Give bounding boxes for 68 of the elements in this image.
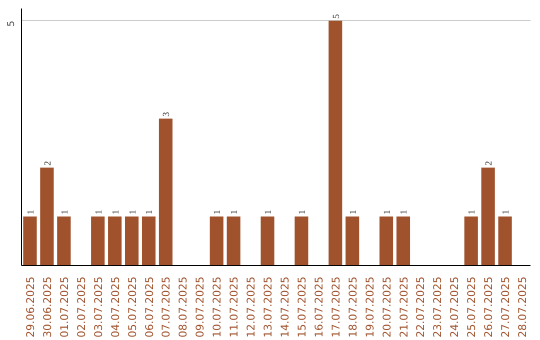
x-tick-label: 13.07.2025	[262, 276, 275, 338]
x-tick-label: 03.07.2025	[92, 276, 105, 338]
data-label: 1	[213, 210, 224, 215]
data-label: 1	[60, 210, 70, 215]
x-tick-label: 18.07.2025	[346, 276, 360, 338]
x-tick-label: 27.07.2025	[499, 276, 512, 338]
bar	[498, 216, 512, 266]
data-label: 1	[264, 210, 274, 215]
x-tick-label: 24.07.2025	[448, 276, 462, 338]
bar	[158, 118, 173, 266]
bar	[260, 216, 274, 266]
x-tick-label: 25.07.2025	[465, 276, 478, 338]
bar	[346, 216, 360, 266]
x-tick-label: 28.07.2025	[516, 276, 530, 338]
x-tick-label: 14.07.2025	[278, 276, 292, 338]
x-tick-label: 05.07.2025	[126, 276, 139, 338]
bar	[396, 216, 410, 266]
x-tick-label: 08.07.2025	[176, 276, 190, 338]
bar	[124, 216, 139, 266]
x-tick-label: 10.07.2025	[210, 276, 224, 338]
bar	[23, 216, 37, 266]
data-label: 3	[162, 112, 172, 117]
bar	[210, 216, 224, 266]
x-tick-label: 01.07.2025	[58, 276, 71, 338]
x-tick-label: 19.07.2025	[363, 276, 376, 338]
data-label: 1	[26, 210, 36, 215]
bar	[481, 168, 495, 266]
data-label: 1	[502, 210, 512, 215]
x-tick-label: 21.07.2025	[397, 276, 410, 338]
data-label: 1	[468, 210, 478, 215]
data-label: 2	[484, 160, 495, 166]
bar	[294, 216, 308, 266]
bar	[91, 216, 105, 266]
x-tick-label: 09.07.2025	[194, 276, 207, 338]
data-label: 1	[298, 210, 308, 215]
x-tick-label: 23.07.2025	[431, 276, 444, 338]
x-tick-label: 16.07.2025	[312, 276, 326, 338]
bar	[57, 216, 71, 266]
data-label: 1	[400, 210, 410, 215]
data-label: 1	[94, 210, 104, 215]
bar	[464, 216, 478, 266]
bar	[40, 168, 54, 266]
x-tick-label: 11.07.2025	[228, 276, 241, 338]
data-label: 5	[332, 14, 342, 19]
bar	[379, 216, 394, 266]
bar	[328, 20, 342, 266]
x-tick-label: 07.07.2025	[160, 276, 173, 338]
x-tick-label: 26.07.2025	[482, 276, 496, 338]
x-tick-label: 04.07.2025	[108, 276, 122, 338]
data-label: 1	[348, 210, 359, 215]
x-tick-label: 29.06.2025	[24, 276, 37, 338]
data-label: 1	[230, 210, 240, 215]
x-tick-label: 22.07.2025	[414, 276, 428, 338]
x-tick-label: 17.07.2025	[329, 276, 342, 338]
x-tick-label: 15.07.2025	[295, 276, 308, 338]
x-tick-label: 02.07.2025	[74, 276, 88, 338]
x-tick-label: 20.07.2025	[380, 276, 394, 338]
x-tick-label: 30.06.2025	[40, 276, 54, 338]
x-tick-label: 12.07.2025	[244, 276, 258, 338]
data-label: 1	[111, 210, 122, 215]
bar	[226, 216, 240, 266]
bar	[108, 216, 122, 266]
data-label: 1	[128, 210, 138, 215]
bar	[142, 216, 156, 266]
data-label: 1	[145, 210, 156, 215]
x-tick-label: 06.07.2025	[142, 276, 156, 338]
data-label: 2	[43, 160, 54, 166]
data-label: 1	[382, 210, 393, 215]
